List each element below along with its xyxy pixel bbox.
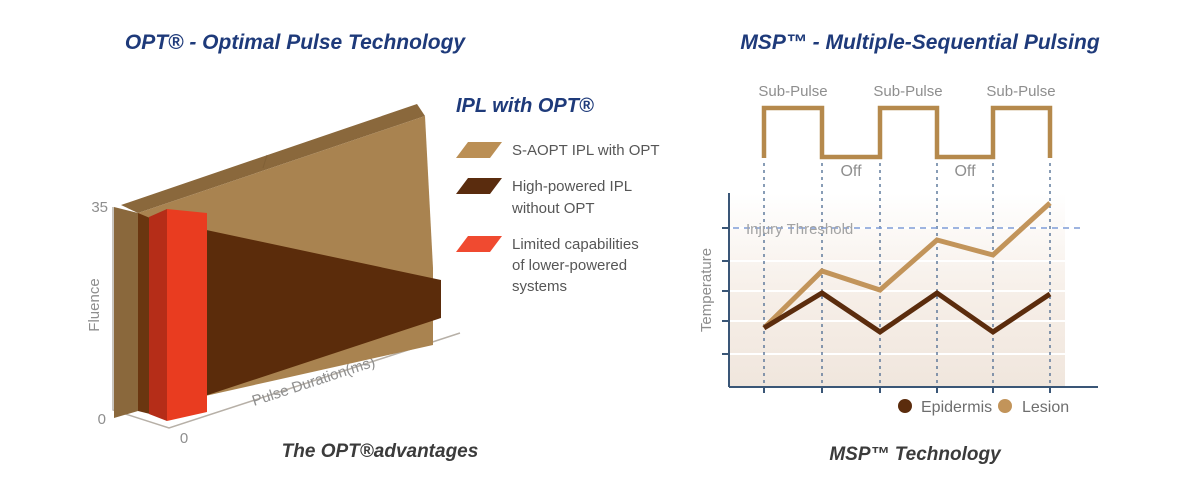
y-tick-0: 0: [98, 411, 106, 428]
off-label-2: Off: [954, 163, 976, 180]
tan-parallelogram-swatch: [456, 142, 502, 158]
sub-pulse-square-wave: [761, 105, 1053, 160]
lesion-temperature-line: [762, 201, 1052, 330]
saopt-wall-top-face: [121, 104, 425, 213]
sub-pulse-label-3: Sub-Pulse: [986, 83, 1055, 100]
ipl-legend: IPL with OPT® S-AOPT IPL with OPT High-p…: [456, 95, 706, 313]
left-panel-caption: The OPT®advantages: [281, 441, 479, 462]
right-panel-title: MSP™ - Multiple-Sequential Pulsing: [740, 31, 1100, 54]
legend-item-limited: Limited capabilities of lower-powered sy…: [456, 234, 706, 298]
x-tick-0: 0: [180, 430, 188, 447]
limited-bar-side-face: [149, 209, 167, 421]
saopt-wall-segment-line: [262, 154, 268, 169]
epidermis-legend-dot: [898, 399, 912, 413]
high-powered-front-face: [150, 218, 441, 414]
legend-item-saopt: S-AOPT IPL with OPT: [456, 140, 706, 161]
brown-parallelogram-swatch: [456, 178, 502, 195]
limited-bar-front-face: [167, 209, 207, 421]
epidermis-legend-label: Epidermis: [921, 399, 992, 416]
injury-threshold-label: Injury Threshold: [746, 221, 853, 238]
legend-item-label: High-powered IPL without OPT: [512, 178, 633, 217]
legend-item-label: S-AOPT IPL with OPT: [512, 142, 660, 159]
opt-3d-fluence-chart: 35 0 0 Fluence Pulse Duration(ms): [86, 104, 461, 447]
sub-pulse-guide-lines: [763, 163, 1051, 387]
legend-item-high-powered: High-powered IPL without OPT: [456, 176, 706, 219]
off-label-1: Off: [840, 163, 862, 180]
right-panel-caption: MSP™ Technology: [829, 444, 1001, 465]
sub-pulse-label-2: Sub-Pulse: [873, 83, 942, 100]
epidermis-temperature-line: [762, 289, 1052, 336]
y-tick-35: 35: [91, 199, 108, 216]
temperature-axis-label: Temperature: [698, 248, 715, 332]
red-parallelogram-swatch: [456, 235, 502, 252]
left-panel-title: OPT® - Optimal Pulse Technology: [124, 31, 466, 54]
ipl-legend-title: IPL with OPT®: [456, 95, 594, 117]
fluence-axis-lines: [112, 207, 461, 429]
temperature-axes: [722, 193, 1098, 393]
lesion-legend-label: Lesion: [1022, 399, 1069, 416]
saopt-wall-side-face: [114, 207, 138, 418]
legend-item-label: Limited capabilities of lower-powered sy…: [512, 235, 639, 296]
high-powered-side-face: [138, 213, 150, 414]
sub-pulse-label-1: Sub-Pulse: [758, 83, 827, 100]
lesion-legend-dot: [998, 399, 1012, 413]
msp-temperature-chart: Injury Threshold Temperature Sub-Pulse S…: [698, 83, 1098, 416]
fluence-axis-label: Fluence: [86, 278, 103, 331]
